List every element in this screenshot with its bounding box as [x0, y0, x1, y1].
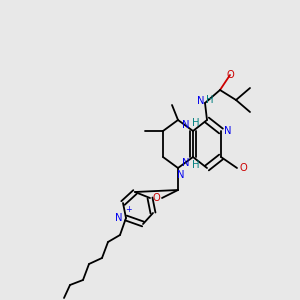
Text: N: N	[197, 96, 205, 106]
Text: H: H	[206, 95, 214, 105]
Text: N: N	[177, 170, 185, 180]
Text: N: N	[182, 158, 190, 168]
Text: O: O	[152, 193, 160, 203]
Text: N: N	[182, 120, 190, 130]
Text: +: +	[125, 206, 131, 214]
Text: O: O	[226, 70, 234, 80]
Text: N: N	[224, 126, 232, 136]
Text: H: H	[192, 160, 200, 170]
Text: H: H	[192, 118, 200, 128]
Text: O: O	[239, 163, 247, 173]
Text: N: N	[115, 213, 123, 223]
